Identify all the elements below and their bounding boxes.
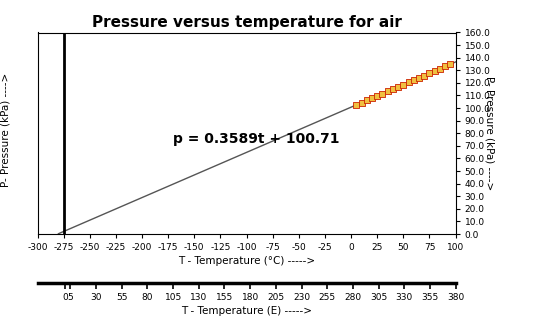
Point xyxy=(389,86,397,92)
Point xyxy=(425,71,434,76)
Text: P- Pressure (kPa) ---->: P- Pressure (kPa) ----> xyxy=(1,73,10,187)
Point xyxy=(352,102,361,108)
Point xyxy=(404,80,413,85)
Point xyxy=(383,89,392,94)
Point xyxy=(420,73,429,78)
Point xyxy=(436,66,444,72)
Point xyxy=(446,62,455,67)
Point xyxy=(378,91,387,96)
Point xyxy=(358,100,366,105)
Point xyxy=(430,68,439,73)
Point xyxy=(415,75,423,80)
Point xyxy=(410,77,418,83)
Text: p = 0.3589t + 100.71: p = 0.3589t + 100.71 xyxy=(174,132,340,146)
Point xyxy=(362,98,371,103)
Point xyxy=(394,84,403,89)
Point xyxy=(373,93,382,98)
Point xyxy=(399,82,408,87)
X-axis label: T - Temperature (E) ----->: T - Temperature (E) -----> xyxy=(181,306,312,316)
Title: Pressure versus temperature for air: Pressure versus temperature for air xyxy=(92,15,401,30)
Point xyxy=(441,64,449,69)
X-axis label: T - Temperature (°C) ----->: T - Temperature (°C) -----> xyxy=(178,256,315,266)
Y-axis label: P- Pressure (kPa) ---->: P- Pressure (kPa) ----> xyxy=(485,76,495,190)
Point xyxy=(368,96,376,101)
